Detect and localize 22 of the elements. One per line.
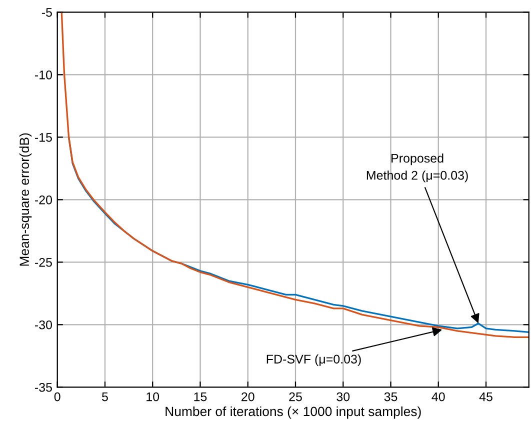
x-tick-label: 35 [384,392,398,402]
x-tick-label: 5 [102,392,108,402]
x-tick-label: 15 [194,392,207,402]
x-tick-label: 10 [146,392,160,402]
y-tick-label: -20 [34,195,52,204]
x-tick-label: 40 [432,392,445,402]
y-tick-label: -30 [34,320,52,330]
x-tick-label: 25 [289,392,302,402]
line-series [60,12,529,338]
x-axis-title: Number of iterations (× 1000 input samples) [166,406,421,419]
y-tick-label: -5 [42,8,52,17]
y-tick-label: -10 [34,70,52,80]
x-tick-label: 30 [336,392,350,402]
y-tick-label: -15 [34,133,52,142]
annotation: Proposed Method 2 (μ=0.03) [366,153,468,182]
x-tick-label: 20 [242,392,254,402]
x-tick-label: 45 [479,392,492,402]
y-axis-title: Mean-square error(dB) [19,133,32,266]
annotation: FD-SVF (μ=0.03) [266,354,361,366]
y-tick-label: -25 [34,258,52,267]
y-tick-label: -35 [34,382,52,392]
x-tick-label: 0 [54,392,60,402]
